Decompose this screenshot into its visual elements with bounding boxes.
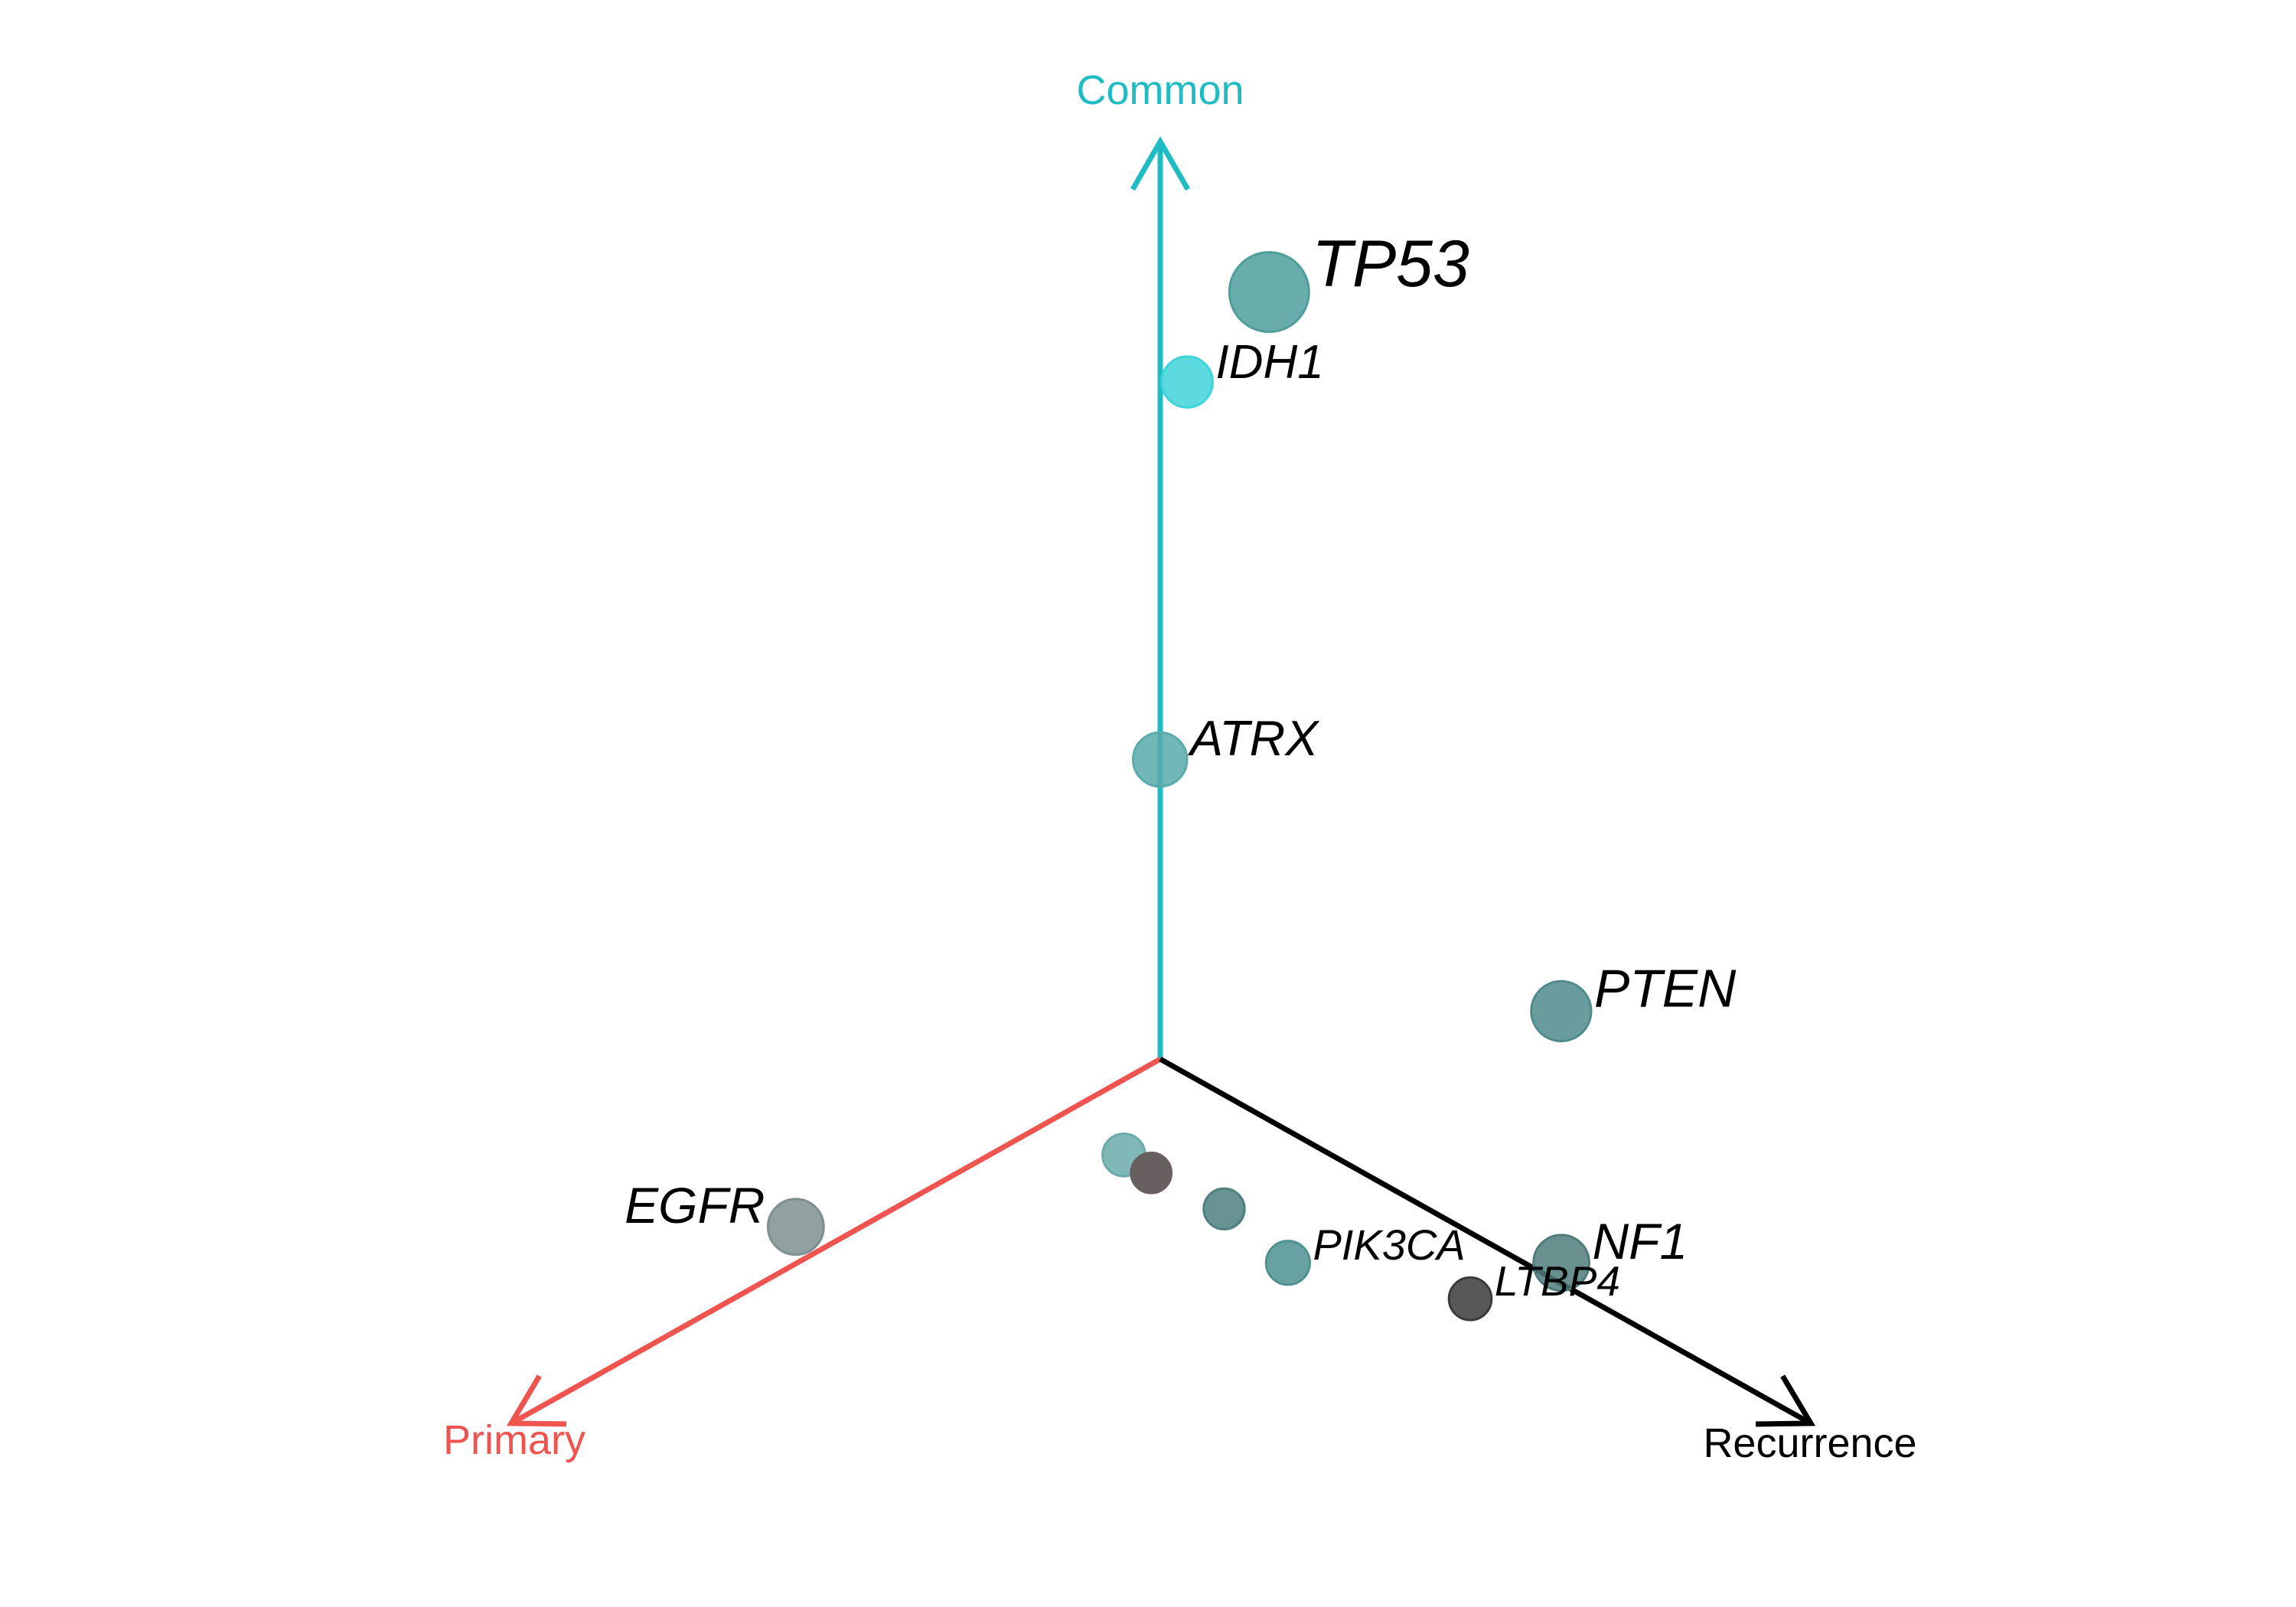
point-label-pik3ca: PIK3CA: [1313, 1221, 1465, 1269]
point-labels-layer: TP53 IDH1 ATRX PTEN PIK3CA NF1 EGFR LTBP4: [625, 227, 1737, 1305]
point-label-idh1: IDH1: [1215, 336, 1323, 389]
points-layer: [766, 251, 1593, 1322]
point-label-pten: PTEN: [1594, 958, 1737, 1018]
data-point-atrx: [1132, 731, 1189, 788]
axis-label-common: Common: [1076, 67, 1244, 113]
data-point-ltbp4: [1447, 1276, 1493, 1322]
data-point-idh1: [1160, 355, 1214, 409]
point-label-ltbp4: LTBP4: [1495, 1257, 1620, 1305]
data-point-pten: [1530, 980, 1593, 1042]
axes-layer: Common Primary Recurrence: [443, 67, 1917, 1466]
axis-line-recurrence: [1159, 1056, 1812, 1426]
axis-arrowhead-common: [1130, 135, 1191, 191]
data-point-8: [1202, 1187, 1246, 1231]
data-point-tp53: [1228, 251, 1310, 334]
data-point-pik3ca: [1264, 1240, 1311, 1286]
data-point-nf1: [1532, 1234, 1590, 1292]
axis-arrowhead-recurrence: [1755, 1374, 1816, 1427]
data-point-10: [1130, 1152, 1172, 1195]
point-label-egfr: EGFR: [625, 1177, 765, 1234]
axis-line-primary: [510, 1056, 1162, 1426]
axis-arrowhead-primary: [506, 1374, 567, 1427]
point-label-tp53: TP53: [1312, 227, 1469, 301]
axis-label-primary: Primary: [443, 1417, 585, 1463]
point-label-atrx: ATRX: [1187, 711, 1320, 766]
data-point-egfr: [766, 1198, 825, 1257]
axis-label-recurrence: Recurrence: [1703, 1420, 1916, 1466]
point-label-nf1: NF1: [1592, 1213, 1688, 1270]
